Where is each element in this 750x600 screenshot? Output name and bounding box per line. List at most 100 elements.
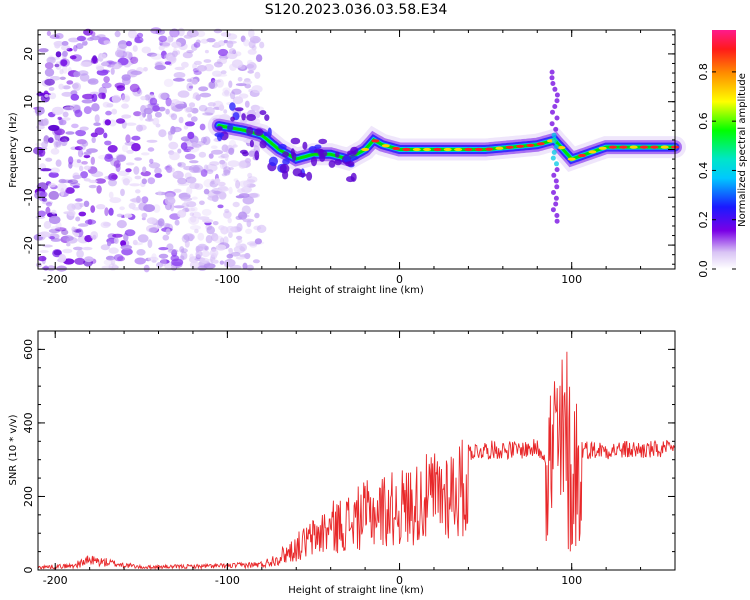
noise-speckle bbox=[239, 243, 248, 252]
noise-speckle bbox=[189, 261, 200, 269]
spike-blob bbox=[553, 195, 559, 201]
noise-speckle bbox=[36, 124, 45, 130]
noise-speckle bbox=[90, 31, 96, 37]
spec-x-tick-label: -200 bbox=[43, 273, 68, 286]
noise-speckle bbox=[197, 265, 208, 271]
noise-speckle bbox=[154, 111, 162, 118]
noise-speckle bbox=[190, 167, 202, 173]
noise-speckle bbox=[191, 142, 198, 148]
noise-speckle bbox=[147, 239, 153, 249]
ridge-peak bbox=[557, 146, 566, 150]
ridge-peak bbox=[464, 147, 473, 152]
noise-speckle bbox=[228, 80, 233, 88]
noise-speckle bbox=[124, 229, 136, 237]
noise-speckle bbox=[129, 83, 140, 93]
noise-speckle bbox=[150, 27, 162, 34]
transition-blob bbox=[259, 140, 267, 149]
noise-speckle bbox=[202, 112, 214, 116]
transition-blob bbox=[302, 141, 308, 150]
ridge-peak bbox=[536, 142, 545, 146]
noise-speckle bbox=[105, 255, 115, 261]
transition-blob bbox=[267, 127, 272, 138]
ridge-peak bbox=[402, 147, 411, 152]
snr-axes: -200 -100 0 100 0 200 400 600 bbox=[22, 330, 675, 587]
noise-speckle bbox=[177, 209, 187, 218]
noise-speckle bbox=[248, 150, 256, 157]
noise-speckle bbox=[183, 125, 189, 130]
noise-speckle bbox=[238, 93, 249, 99]
noise-speckle bbox=[50, 148, 60, 155]
noise-speckle bbox=[66, 47, 73, 52]
noise-speckle bbox=[247, 49, 257, 55]
noise-speckle bbox=[238, 211, 248, 220]
noise-speckle bbox=[224, 258, 236, 267]
noise-speckle bbox=[163, 222, 171, 229]
noise-speckle bbox=[103, 132, 108, 139]
spike-blob bbox=[553, 144, 559, 150]
noise-speckle bbox=[107, 174, 113, 181]
noise-speckle bbox=[72, 185, 80, 189]
noise-speckle bbox=[133, 111, 142, 117]
transition-blob bbox=[227, 124, 234, 131]
colorbar: 0.0 0.2 0.4 0.6 0.8 Normalized spectral ampl… bbox=[697, 30, 748, 278]
noise-speckle bbox=[73, 45, 78, 52]
noise-speckle bbox=[141, 212, 148, 218]
noise-speckle bbox=[190, 216, 197, 223]
noise-speckle bbox=[91, 103, 100, 112]
noise-speckle bbox=[199, 257, 209, 264]
noise-speckle bbox=[173, 72, 186, 79]
noise-speckle bbox=[222, 87, 231, 94]
noise-speckle bbox=[155, 29, 166, 35]
noise-speckle bbox=[47, 55, 55, 63]
noise-speckle bbox=[42, 244, 53, 248]
noise-speckle bbox=[188, 164, 200, 174]
noise-speckle bbox=[215, 244, 227, 251]
noise-speckle bbox=[232, 144, 238, 148]
noise-speckle bbox=[158, 45, 165, 51]
noise-speckle bbox=[204, 106, 215, 116]
noise-speckle bbox=[198, 86, 209, 92]
noise-speckle bbox=[128, 202, 136, 209]
noise-speckle bbox=[61, 91, 73, 97]
transition-blob bbox=[292, 168, 303, 177]
snr-panel: -200 -100 0 100 0 200 400 600 Height of straigh… bbox=[8, 330, 676, 596]
noise-speckle bbox=[79, 144, 86, 151]
noise-speckle bbox=[94, 127, 105, 135]
noise-speckle bbox=[81, 161, 88, 165]
noise-speckle bbox=[139, 112, 144, 121]
noise-speckle bbox=[217, 48, 229, 57]
noise-speckle bbox=[154, 167, 162, 175]
noise-speckle bbox=[146, 139, 158, 143]
noise-speckle bbox=[57, 138, 66, 142]
ridge-peak bbox=[640, 145, 648, 149]
noise-speckle bbox=[110, 174, 118, 180]
noise-speckle bbox=[158, 247, 169, 251]
spectrogram-marks bbox=[33, 27, 686, 273]
noise-speckle bbox=[100, 244, 110, 251]
noise-speckle bbox=[75, 43, 84, 50]
noise-speckle bbox=[256, 224, 267, 233]
noise-speckle bbox=[198, 151, 207, 158]
colorbar-label: Normalized spectral amplitude bbox=[737, 73, 748, 227]
noise-speckle bbox=[48, 171, 59, 178]
noise-speckle bbox=[145, 118, 154, 122]
noise-speckle bbox=[84, 235, 93, 243]
noise-speckle bbox=[231, 59, 243, 68]
noise-speckle bbox=[228, 248, 233, 253]
spike-blob bbox=[553, 126, 559, 132]
noise-speckle bbox=[62, 111, 69, 118]
spike-blob bbox=[549, 69, 555, 75]
ridge-peak bbox=[485, 147, 494, 151]
spike-blob bbox=[554, 92, 560, 98]
noise-speckle bbox=[186, 82, 194, 92]
noise-speckle bbox=[185, 176, 197, 184]
noise-speckle bbox=[136, 124, 143, 132]
transition-blob bbox=[254, 150, 260, 161]
spike-blob bbox=[554, 218, 560, 224]
noise-speckle bbox=[228, 232, 233, 238]
noise-speckle bbox=[202, 218, 214, 223]
noise-speckle bbox=[248, 29, 255, 38]
noise-speckle bbox=[177, 162, 182, 167]
ridge-peak bbox=[567, 157, 576, 161]
